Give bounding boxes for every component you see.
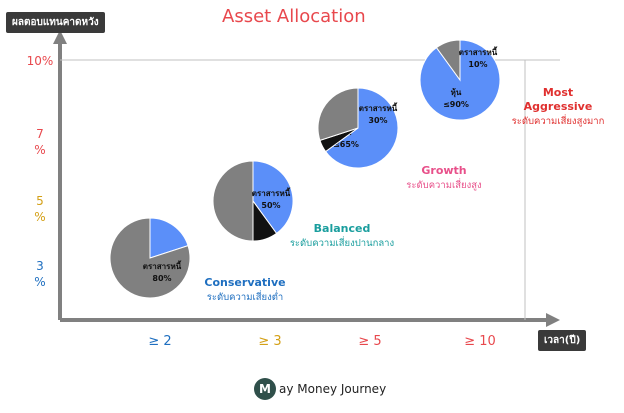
slice-name-label: อื่นๆ [334, 80, 345, 89]
slice-value-label: 50% [261, 201, 280, 210]
slice-name-label: ตราสารหนี้ [143, 260, 182, 271]
portfolio-name: Growth [421, 164, 466, 177]
portfolio-risk-label: ระดับความเสี่ยงต่ำ [207, 290, 283, 303]
pie-slice [324, 87, 399, 169]
portfolio-name: Balanced [314, 222, 371, 235]
slice-name-label: ตราสารหนี้ [252, 187, 291, 198]
slice-name-label: ตราสารหนี้ [359, 102, 398, 113]
portfolio-name: Most [543, 86, 573, 99]
slice-name-label: ตราสารหนี้ [459, 46, 498, 57]
slice-value-label: ≤65% [333, 140, 359, 149]
pie-slice [149, 217, 189, 259]
portfolio-risk-label: ระดับความเสี่ยงสูง [406, 178, 481, 191]
x-tick-label: ≥ 3 [258, 334, 281, 349]
x-tick-label: ≥ 2 [148, 334, 171, 349]
x-tick-label: ≥ 5 [358, 334, 381, 349]
portfolio-risk-label: ระดับความเสี่ยงสูงมาก [512, 114, 605, 127]
portfolio-risk-label: ระดับความเสี่ยงปานกลาง [290, 236, 394, 249]
y-axis-label: ผลตอบแทนคาดหวัง [6, 12, 105, 33]
x-tick-label: ≥ 10 [464, 334, 496, 349]
pie-slice [252, 160, 294, 235]
x-axis-label: เวลา(ปี) [538, 330, 587, 351]
y-tick-label: 7% [34, 127, 45, 157]
y-tick-label: 3% [34, 259, 45, 289]
slice-value-label: ≤90% [443, 100, 469, 109]
portfolio-name: Conservative [204, 276, 285, 289]
chart-title: Asset Allocation [222, 6, 366, 27]
y-axis-arrow [53, 30, 67, 44]
y-tick-label: 5% [34, 194, 45, 224]
footer-brand: M ay Money Journey [254, 378, 386, 400]
slice-name-label: หุ้น [451, 87, 462, 98]
pie-slice [435, 39, 461, 82]
slice-value-label: 10% [468, 60, 487, 69]
pie-slice [109, 217, 191, 299]
brand-name: ay Money Journey [279, 382, 387, 396]
portfolio-name: Aggressive [524, 100, 593, 113]
y-tick-label: 10% [27, 54, 54, 68]
slice-value-label: 30% [368, 116, 387, 125]
pie-slice [317, 87, 359, 141]
pie-slice [212, 160, 254, 242]
x-axis-arrow [546, 313, 560, 327]
brand-logo: M [254, 378, 276, 400]
slice-value-label: 80% [152, 274, 171, 283]
